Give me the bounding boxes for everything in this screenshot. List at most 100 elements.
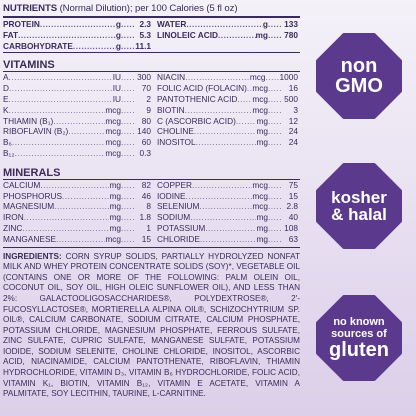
nutrient-value: 780 xyxy=(284,29,298,40)
nutrient-name: THIAMIN (B₁) xyxy=(3,115,54,126)
nutrient-name: PANTOTHENIC ACID xyxy=(157,93,238,104)
nutrients-title: NUTRIENTS xyxy=(3,3,57,14)
nutrient-unit: mg xyxy=(256,222,268,233)
nutrient-unit: mcg xyxy=(105,137,121,148)
nutrient-value: 1000 xyxy=(279,72,298,83)
nutrient-name: FOLIC ACID (FOLACIN) xyxy=(157,83,247,94)
nutrient-name: CALCIUM xyxy=(3,179,41,190)
dot-leader xyxy=(121,41,135,52)
nutrient-row: PROTEIN g 2.3 xyxy=(3,19,151,30)
minerals-bottom-rule xyxy=(3,246,300,248)
nutrient-row: CHOLINE mg 24 xyxy=(157,126,298,137)
nutrient-row: THIAMIN (B₁) mcg 80 xyxy=(3,116,151,127)
kosher-line2: & halal xyxy=(331,205,387,224)
dot-leader xyxy=(53,116,105,127)
nutrient-unit: mcg xyxy=(105,104,121,115)
nutrient-row: CARBOHYDRATE g 11.1 xyxy=(3,41,151,52)
nutrient-name: POTASSIUM xyxy=(157,222,206,233)
dot-leader xyxy=(186,19,263,30)
nutrient-value: 75 xyxy=(288,179,298,190)
dot-leader xyxy=(121,105,135,116)
ingredients-label: INGREDIENTS: xyxy=(3,251,62,261)
non-gmo-line2: GMO xyxy=(335,75,383,97)
nutrient-name: CHLORIDE xyxy=(157,233,200,244)
vitamins-rule xyxy=(3,71,300,73)
nutrient-value: 2.8 xyxy=(286,201,298,212)
dot-leader xyxy=(12,137,105,148)
nutrient-name: WATER xyxy=(157,19,187,29)
octagon-badge-icon xyxy=(316,33,402,119)
nutrient-row: INOSITOL mg 24 xyxy=(157,137,298,148)
dot-leader xyxy=(268,105,282,116)
nutrient-value: 24 xyxy=(288,126,298,137)
nutrient-unit: g xyxy=(115,40,121,51)
nutrient-value: 9 xyxy=(146,104,151,115)
minerals-table: CALCIUMmg82PHOSPHORUSmg46MAGNESIUMmg8IRO… xyxy=(3,180,300,245)
nutrient-row: LINOLEIC ACID mg 780 xyxy=(157,30,298,41)
nutrient-name: ZINC xyxy=(3,222,23,233)
dot-leader xyxy=(268,223,282,234)
nutrient-name: B₆ xyxy=(3,137,12,148)
nutrient-row: CALCIUM mg 82 xyxy=(3,180,151,191)
nutrient-name: SELENIUM xyxy=(157,201,200,212)
dot-leader xyxy=(268,180,282,191)
nutrient-unit: mg xyxy=(256,115,268,126)
dot-leader xyxy=(268,30,282,41)
nutrient-name: C (ASCORBIC ACID) xyxy=(157,115,236,126)
nutrient-value: 15 xyxy=(141,233,151,244)
nutrient-name: B₁₂ xyxy=(3,147,15,158)
nutrient-row: SELENIUM mcg 2.8 xyxy=(157,201,298,212)
nutrient-row: IODINE mcg 15 xyxy=(157,191,298,202)
macro-right-column: WATER g 133 LINOLEIC ACID mg 780 xyxy=(157,19,298,51)
nutrient-unit: mcg xyxy=(252,201,268,212)
nutrient-row: B₆ mcg 60 xyxy=(3,137,151,148)
nutrient-unit: mg xyxy=(255,29,268,40)
dot-leader xyxy=(236,116,257,127)
nutrient-row: POTASSIUM mg 108 xyxy=(157,223,298,234)
nutrient-value: 300 xyxy=(137,72,151,83)
dot-leader xyxy=(121,180,135,191)
nutrient-name: CARBOHYDRATE xyxy=(3,40,73,51)
nutrient-name: IODINE xyxy=(157,190,186,201)
dot-leader xyxy=(9,105,106,116)
nutrient-name: K xyxy=(3,104,9,115)
nutrient-name: D xyxy=(3,83,9,94)
macro-rows: PROTEIN g 2.3 FAT g 5.3 CARBOHYDRATE g 11.1 WATE… xyxy=(3,19,300,51)
nutrient-value: 5.3 xyxy=(139,29,151,40)
dot-leader xyxy=(218,30,256,41)
dot-leader xyxy=(121,30,135,41)
nutrient-value: 82 xyxy=(141,179,151,190)
nutrients-subtitle: (Normal Dilution); per 100 Calories (5 f… xyxy=(59,3,238,14)
nutrient-name: RIBOFLAVIN (B₂) xyxy=(3,126,69,137)
nutrient-name: MANGANESE xyxy=(3,233,57,244)
nutrient-unit: g xyxy=(115,19,121,29)
nutrient-name: E xyxy=(3,93,9,104)
dot-leader xyxy=(268,19,282,30)
nutrient-unit: mcg xyxy=(252,179,268,190)
nutrient-value: 3 xyxy=(293,104,298,115)
nutrient-name: LINOLEIC ACID xyxy=(157,29,218,40)
nutrient-value: 80 xyxy=(141,115,151,126)
nutrient-row: IRON mg 1.8 xyxy=(3,212,151,223)
dot-leader xyxy=(237,94,252,105)
nutrient-unit: g xyxy=(115,29,121,40)
nutrient-value: 1.8 xyxy=(139,212,151,223)
dot-leader xyxy=(268,126,282,137)
dot-leader xyxy=(121,72,135,83)
nutrient-unit: mcg xyxy=(252,190,268,201)
nutrient-row: PHOSPHORUS mg 46 xyxy=(3,191,151,202)
nutrient-unit: mg xyxy=(256,137,268,148)
dot-leader xyxy=(192,180,252,191)
nutrient-unit: mcg xyxy=(105,233,121,244)
macro-left-column: PROTEIN g 2.3 FAT g 5.3 CARBOHYDRATE g 11.1 xyxy=(3,19,151,51)
macro-rule xyxy=(3,52,300,54)
nutrient-row: PANTOTHENIC ACID mcg 500 xyxy=(157,94,298,105)
dot-leader xyxy=(268,201,282,212)
nutrient-unit: mg xyxy=(109,222,121,233)
nutrient-value: 133 xyxy=(284,19,298,29)
dot-leader xyxy=(68,126,105,137)
nutrient-unit: mcg xyxy=(105,126,121,137)
nutrient-value: 16 xyxy=(288,83,298,94)
ingredients-paragraph: INGREDIENTS: CORN SYRUP SOLIDS, PARTIALL… xyxy=(3,252,300,400)
dot-leader xyxy=(121,191,135,202)
